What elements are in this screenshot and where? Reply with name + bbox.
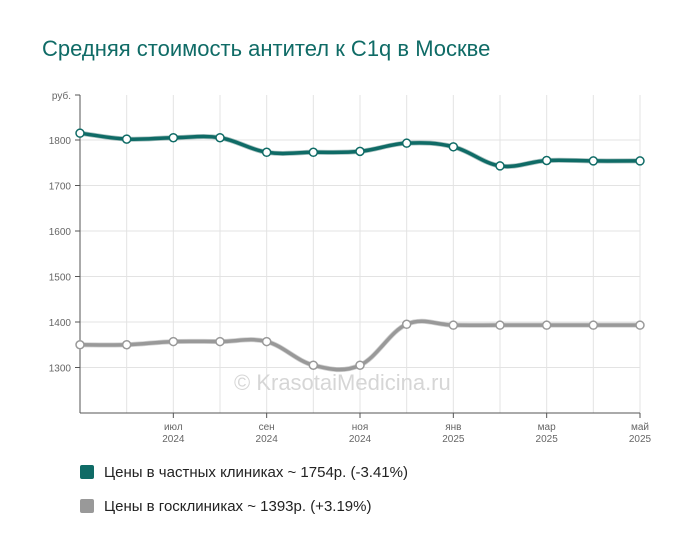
data-point-public bbox=[261, 336, 272, 347]
chart-legend: Цены в частных клиниках ~ 1754р. (-3.41%… bbox=[80, 462, 408, 530]
data-point-private bbox=[261, 147, 272, 158]
x-tick-label-year: 2025 bbox=[536, 434, 559, 445]
y-tick-label: 1600 bbox=[49, 227, 72, 238]
data-point-public bbox=[588, 320, 599, 330]
x-tick-label-month: июл bbox=[164, 422, 183, 433]
legend-swatch-public bbox=[80, 499, 94, 513]
y-tick-label: 1400 bbox=[49, 318, 72, 329]
data-point-public bbox=[168, 336, 179, 347]
data-point-private bbox=[635, 156, 645, 166]
y-axis-label: руб. bbox=[52, 90, 71, 102]
data-point-private bbox=[588, 156, 599, 166]
data-point-private bbox=[215, 132, 225, 143]
legend-swatch-private bbox=[80, 465, 94, 479]
data-point-public bbox=[635, 320, 645, 330]
x-tick-label-year: 2024 bbox=[349, 434, 372, 445]
x-tick-label-year: 2024 bbox=[256, 434, 279, 445]
x-tick-label-year: 2025 bbox=[629, 434, 652, 445]
y-tick-label: 1800 bbox=[49, 136, 72, 147]
legend-item-public[interactable]: Цены в госклиниках ~ 1393р. (+3.19%) bbox=[80, 496, 408, 516]
chart-title: Средняя стоимость антител к С1q в Москве bbox=[42, 36, 491, 61]
data-point-private bbox=[448, 142, 459, 152]
watermark: © KrasotaiMedicina.ru bbox=[234, 370, 451, 395]
data-point-public bbox=[541, 320, 552, 330]
data-point-public bbox=[308, 360, 319, 370]
data-point-public bbox=[215, 336, 225, 347]
y-tick-label: 1500 bbox=[49, 273, 72, 284]
x-tick-label-month: мар bbox=[538, 422, 556, 433]
x-tick-label-year: 2024 bbox=[162, 434, 185, 445]
x-tick-label-month: ноя bbox=[352, 422, 369, 433]
x-tick-label-month: янв bbox=[445, 422, 461, 433]
data-point-public bbox=[448, 320, 459, 330]
data-point-private bbox=[168, 132, 179, 143]
legend-label-public: Цены в госклиниках ~ 1393р. (+3.19%) bbox=[104, 497, 372, 515]
data-point-private bbox=[495, 161, 505, 171]
x-tick-label-year: 2025 bbox=[442, 434, 465, 445]
data-point-private bbox=[355, 146, 365, 157]
y-tick-label: 1700 bbox=[49, 182, 72, 193]
data-point-public bbox=[121, 340, 132, 350]
data-point-private bbox=[541, 155, 552, 166]
data-point-private bbox=[308, 147, 319, 158]
data-point-public bbox=[401, 319, 412, 330]
x-tick-label-month: сен bbox=[259, 422, 275, 433]
data-point-public bbox=[495, 320, 505, 330]
data-point-public bbox=[75, 340, 85, 350]
data-point-public bbox=[355, 360, 365, 370]
data-point-private bbox=[401, 138, 412, 148]
legend-label-private: Цены в частных клиниках ~ 1754р. (-3.41%… bbox=[104, 463, 408, 481]
y-tick-label: 1300 bbox=[49, 364, 72, 375]
data-point-private bbox=[75, 128, 85, 138]
x-tick-label-month: май bbox=[631, 422, 649, 433]
data-point-private bbox=[121, 134, 132, 144]
legend-item-private[interactable]: Цены в частных клиниках ~ 1754р. (-3.41%… bbox=[80, 462, 408, 482]
